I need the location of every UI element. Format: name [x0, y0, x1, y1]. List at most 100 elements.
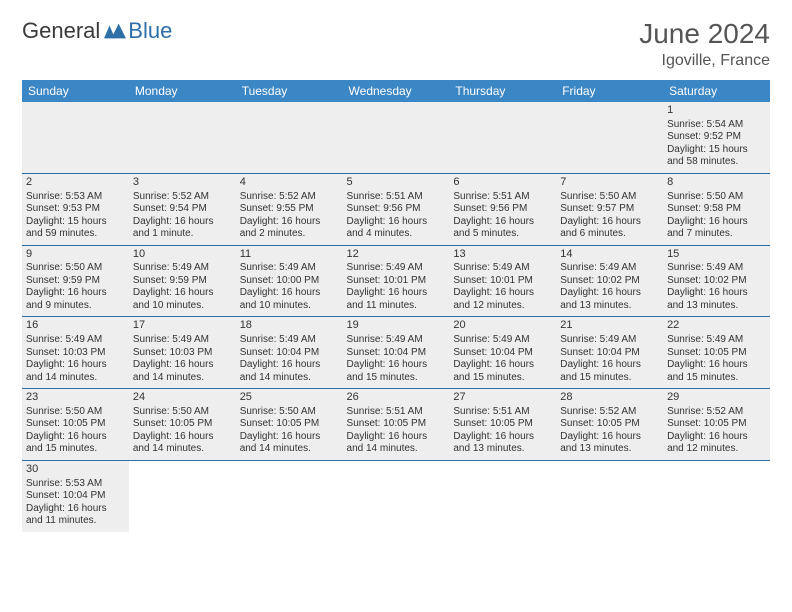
day-number: 2 [26, 176, 125, 190]
sunrise-text: Sunrise: 5:49 AM [453, 334, 552, 347]
calendar-day-cell: 6Sunrise: 5:51 AMSunset: 9:56 PMDaylight… [449, 173, 556, 245]
daylight-text: Daylight: 16 hours and 13 minutes. [453, 431, 552, 456]
daylight-text: Daylight: 16 hours and 9 minutes. [26, 287, 125, 312]
calendar-day-cell: 26Sunrise: 5:51 AMSunset: 10:05 PMDaylig… [343, 389, 450, 461]
sunrise-text: Sunrise: 5:49 AM [133, 262, 232, 275]
calendar-week-row: 9Sunrise: 5:50 AMSunset: 9:59 PMDaylight… [22, 245, 770, 317]
sunset-text: Sunset: 9:56 PM [453, 203, 552, 216]
sunset-text: Sunset: 9:59 PM [26, 275, 125, 288]
day-number: 23 [26, 391, 125, 405]
daylight-text: Daylight: 16 hours and 13 minutes. [560, 431, 659, 456]
weekday-header: Monday [129, 80, 236, 102]
daylight-text: Daylight: 16 hours and 14 minutes. [240, 431, 339, 456]
calendar-day-cell [449, 460, 556, 531]
day-number: 27 [453, 391, 552, 405]
calendar-day-cell: 24Sunrise: 5:50 AMSunset: 10:05 PMDaylig… [129, 389, 236, 461]
sunrise-text: Sunrise: 5:50 AM [133, 406, 232, 419]
sunrise-text: Sunrise: 5:49 AM [560, 262, 659, 275]
sunrise-text: Sunrise: 5:52 AM [667, 406, 766, 419]
sunset-text: Sunset: 9:58 PM [667, 203, 766, 216]
day-number: 16 [26, 319, 125, 333]
calendar-day-cell: 14Sunrise: 5:49 AMSunset: 10:02 PMDaylig… [556, 245, 663, 317]
sunrise-text: Sunrise: 5:54 AM [667, 119, 766, 132]
logo-text-general: General [22, 18, 100, 44]
calendar-day-cell: 11Sunrise: 5:49 AMSunset: 10:00 PMDaylig… [236, 245, 343, 317]
daylight-text: Daylight: 16 hours and 4 minutes. [347, 216, 446, 241]
day-number: 10 [133, 248, 232, 262]
sunset-text: Sunset: 9:55 PM [240, 203, 339, 216]
calendar-day-cell: 10Sunrise: 5:49 AMSunset: 9:59 PMDayligh… [129, 245, 236, 317]
calendar-day-cell: 8Sunrise: 5:50 AMSunset: 9:58 PMDaylight… [663, 173, 770, 245]
sunrise-text: Sunrise: 5:52 AM [560, 406, 659, 419]
sunrise-text: Sunrise: 5:50 AM [26, 406, 125, 419]
calendar-day-cell: 2Sunrise: 5:53 AMSunset: 9:53 PMDaylight… [22, 173, 129, 245]
calendar-day-cell: 30Sunrise: 5:53 AMSunset: 10:04 PMDaylig… [22, 460, 129, 531]
sunrise-text: Sunrise: 5:51 AM [453, 406, 552, 419]
calendar-day-cell: 5Sunrise: 5:51 AMSunset: 9:56 PMDaylight… [343, 173, 450, 245]
sunset-text: Sunset: 10:05 PM [240, 418, 339, 431]
sunset-text: Sunset: 9:53 PM [26, 203, 125, 216]
daylight-text: Daylight: 16 hours and 5 minutes. [453, 216, 552, 241]
day-number: 15 [667, 248, 766, 262]
weekday-header: Thursday [449, 80, 556, 102]
calendar-week-row: 2Sunrise: 5:53 AMSunset: 9:53 PMDaylight… [22, 173, 770, 245]
day-number: 21 [560, 319, 659, 333]
calendar-day-cell: 16Sunrise: 5:49 AMSunset: 10:03 PMDaylig… [22, 317, 129, 389]
sunset-text: Sunset: 10:05 PM [667, 347, 766, 360]
day-number: 3 [133, 176, 232, 190]
calendar-day-cell [236, 102, 343, 173]
sunrise-text: Sunrise: 5:49 AM [453, 262, 552, 275]
logo-flag-icon [104, 23, 126, 39]
calendar-day-cell [343, 460, 450, 531]
daylight-text: Daylight: 16 hours and 11 minutes. [347, 287, 446, 312]
sunset-text: Sunset: 10:03 PM [26, 347, 125, 360]
day-number: 1 [667, 104, 766, 118]
sunset-text: Sunset: 9:52 PM [667, 131, 766, 144]
daylight-text: Daylight: 16 hours and 6 minutes. [560, 216, 659, 241]
day-number: 30 [26, 463, 125, 477]
calendar-day-cell [236, 460, 343, 531]
calendar-day-cell [343, 102, 450, 173]
daylight-text: Daylight: 15 hours and 59 minutes. [26, 216, 125, 241]
title-block: June 2024 Igoville, France [639, 18, 770, 70]
sunrise-text: Sunrise: 5:49 AM [26, 334, 125, 347]
sunset-text: Sunset: 10:04 PM [453, 347, 552, 360]
sunset-text: Sunset: 10:05 PM [667, 418, 766, 431]
month-title: June 2024 [639, 18, 770, 50]
sunset-text: Sunset: 10:02 PM [560, 275, 659, 288]
calendar-day-cell [556, 460, 663, 531]
calendar-day-cell [556, 102, 663, 173]
sunrise-text: Sunrise: 5:50 AM [240, 406, 339, 419]
calendar-day-cell [449, 102, 556, 173]
daylight-text: Daylight: 16 hours and 15 minutes. [453, 359, 552, 384]
sunrise-text: Sunrise: 5:49 AM [133, 334, 232, 347]
calendar-week-row: 30Sunrise: 5:53 AMSunset: 10:04 PMDaylig… [22, 460, 770, 531]
sunset-text: Sunset: 10:04 PM [347, 347, 446, 360]
calendar-day-cell: 17Sunrise: 5:49 AMSunset: 10:03 PMDaylig… [129, 317, 236, 389]
sunset-text: Sunset: 10:04 PM [26, 490, 125, 503]
daylight-text: Daylight: 16 hours and 14 minutes. [26, 359, 125, 384]
daylight-text: Daylight: 16 hours and 12 minutes. [453, 287, 552, 312]
sunset-text: Sunset: 10:05 PM [453, 418, 552, 431]
daylight-text: Daylight: 16 hours and 13 minutes. [560, 287, 659, 312]
calendar-day-cell: 18Sunrise: 5:49 AMSunset: 10:04 PMDaylig… [236, 317, 343, 389]
calendar-day-cell [22, 102, 129, 173]
sunset-text: Sunset: 10:01 PM [347, 275, 446, 288]
logo-text-blue: Blue [128, 18, 172, 44]
calendar-week-row: 23Sunrise: 5:50 AMSunset: 10:05 PMDaylig… [22, 389, 770, 461]
calendar-day-cell: 1Sunrise: 5:54 AMSunset: 9:52 PMDaylight… [663, 102, 770, 173]
sunset-text: Sunset: 10:03 PM [133, 347, 232, 360]
sunset-text: Sunset: 10:01 PM [453, 275, 552, 288]
sunset-text: Sunset: 10:04 PM [240, 347, 339, 360]
day-number: 28 [560, 391, 659, 405]
daylight-text: Daylight: 16 hours and 10 minutes. [133, 287, 232, 312]
sunset-text: Sunset: 10:05 PM [133, 418, 232, 431]
weekday-header: Tuesday [236, 80, 343, 102]
day-number: 9 [26, 248, 125, 262]
day-number: 29 [667, 391, 766, 405]
calendar-week-row: 16Sunrise: 5:49 AMSunset: 10:03 PMDaylig… [22, 317, 770, 389]
sunrise-text: Sunrise: 5:49 AM [667, 334, 766, 347]
sunrise-text: Sunrise: 5:49 AM [347, 262, 446, 275]
sunrise-text: Sunrise: 5:49 AM [240, 334, 339, 347]
sunset-text: Sunset: 10:02 PM [667, 275, 766, 288]
